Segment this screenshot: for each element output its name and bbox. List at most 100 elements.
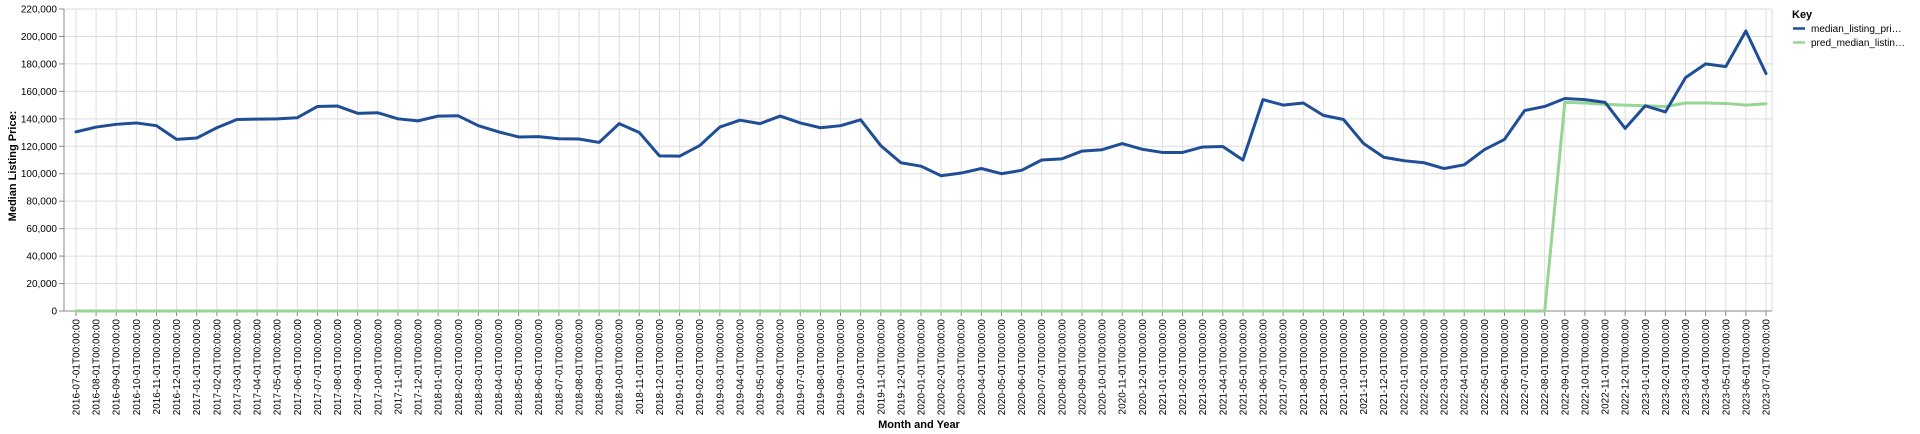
x-tick-label: 2019-11-01T00:00:00 bbox=[876, 319, 887, 415]
x-tick-label: 2018-05-01T00:00:00 bbox=[514, 319, 525, 416]
x-tick-label: 2017-05-01T00:00:00 bbox=[273, 319, 284, 416]
x-tick-label: 2019-06-01T00:00:00 bbox=[776, 319, 787, 416]
x-tick-label: 2021-01-01T00:00:00 bbox=[1158, 319, 1169, 416]
x-tick-label: 2021-08-01T00:00:00 bbox=[1299, 319, 1310, 416]
x-tick-label: 2021-04-01T00:00:00 bbox=[1218, 319, 1229, 416]
x-tick-label: 2017-08-01T00:00:00 bbox=[333, 319, 344, 416]
x-tick-label: 2021-05-01T00:00:00 bbox=[1238, 319, 1249, 416]
y-tick-label: 80,000 bbox=[26, 197, 57, 208]
x-tick-label: 2017-06-01T00:00:00 bbox=[293, 319, 304, 416]
x-tick-label: 2020-11-01T00:00:00 bbox=[1118, 319, 1129, 415]
x-tick-label: 2016-08-01T00:00:00 bbox=[92, 319, 103, 416]
x-tick-label: 2016-11-01T00:00:00 bbox=[152, 319, 163, 415]
y-tick-label: 60,000 bbox=[26, 224, 57, 235]
legend-label: pred_median_listin… bbox=[1811, 38, 1905, 49]
x-tick-label: 2022-11-01T00:00:00 bbox=[1601, 319, 1612, 415]
x-tick-label: 2017-12-01T00:00:00 bbox=[414, 319, 425, 416]
x-tick-label: 2020-06-01T00:00:00 bbox=[1017, 319, 1028, 416]
y-tick-label: 20,000 bbox=[26, 279, 57, 290]
series-line-predicted-median-listing-price bbox=[74, 100, 1768, 313]
x-tick-label: 2022-06-01T00:00:00 bbox=[1500, 319, 1511, 416]
x-tick-label: 2018-07-01T00:00:00 bbox=[554, 319, 565, 416]
x-tick-label: 2017-04-01T00:00:00 bbox=[253, 319, 264, 416]
x-tick-label: 2020-07-01T00:00:00 bbox=[1037, 319, 1048, 416]
x-tick-label: 2017-07-01T00:00:00 bbox=[313, 319, 324, 416]
legend-entries: median_listing_pri… pred_median_listin… bbox=[1793, 24, 1905, 49]
x-tick-label: 2019-03-01T00:00:00 bbox=[715, 319, 726, 416]
x-tick-label: 2018-12-01T00:00:00 bbox=[655, 319, 666, 416]
x-tick-label: 2016-09-01T00:00:00 bbox=[112, 319, 123, 416]
x-tick-label: 2022-10-01T00:00:00 bbox=[1580, 319, 1591, 416]
x-tick-label: 2018-01-01T00:00:00 bbox=[434, 319, 445, 416]
y-tick-label: 140,000 bbox=[21, 114, 58, 125]
x-tick-label: 2022-01-01T00:00:00 bbox=[1399, 319, 1410, 416]
x-tick-label: 2017-10-01T00:00:00 bbox=[373, 319, 384, 416]
x-tick-label: 2020-03-01T00:00:00 bbox=[957, 319, 968, 416]
x-tick-label: 2019-12-01T00:00:00 bbox=[896, 319, 907, 416]
y-tick-label: 220,000 bbox=[21, 5, 58, 16]
x-tick-label: 2020-09-01T00:00:00 bbox=[1077, 319, 1088, 416]
x-tick-label: 2018-09-01T00:00:00 bbox=[595, 319, 606, 416]
x-tick-label: 2019-04-01T00:00:00 bbox=[735, 319, 746, 416]
x-tick-label: 2017-01-01T00:00:00 bbox=[192, 319, 203, 416]
x-tick-label: 2021-03-01T00:00:00 bbox=[1198, 319, 1209, 416]
x-tick-label: 2023-07-01T00:00:00 bbox=[1762, 319, 1773, 416]
axes: 0 20,000 40,000 60,000 80,000 100,000 120,000 1… bbox=[21, 5, 1773, 416]
x-tick-label: 2023-04-01T00:00:00 bbox=[1701, 319, 1712, 416]
x-tick-label: 2022-02-01T00:00:00 bbox=[1419, 319, 1430, 416]
x-tick-label: 2018-02-01T00:00:00 bbox=[454, 319, 465, 416]
x-tick-label: 2022-05-01T00:00:00 bbox=[1480, 319, 1491, 416]
y-tick-label: 100,000 bbox=[21, 169, 58, 180]
x-tick-label: 2023-06-01T00:00:00 bbox=[1741, 319, 1752, 416]
x-tick-label: 2017-03-01T00:00:00 bbox=[232, 319, 243, 416]
y-tick-label: 120,000 bbox=[21, 142, 58, 153]
y-axis-title: Median Listing Price: bbox=[7, 111, 19, 222]
x-tick-label: 2021-12-01T00:00:00 bbox=[1379, 319, 1390, 416]
x-tick-label: 2018-11-01T00:00:00 bbox=[635, 319, 646, 415]
x-tick-label: 2018-08-01T00:00:00 bbox=[574, 319, 585, 416]
x-tick-label: 2020-05-01T00:00:00 bbox=[997, 319, 1008, 416]
x-tick-label: 2019-08-01T00:00:00 bbox=[816, 319, 827, 416]
x-tick-label: 2018-06-01T00:00:00 bbox=[534, 319, 545, 416]
x-tick-label: 2020-12-01T00:00:00 bbox=[1138, 319, 1149, 416]
x-tick-label: 2019-05-01T00:00:00 bbox=[756, 319, 767, 416]
x-tick-label: 2019-09-01T00:00:00 bbox=[836, 319, 847, 416]
y-tick-label: 180,000 bbox=[21, 59, 58, 70]
x-tick-label: 2023-01-01T00:00:00 bbox=[1641, 319, 1652, 416]
x-tick-label: 2022-09-01T00:00:00 bbox=[1560, 319, 1571, 416]
x-tick-label: 2023-02-01T00:00:00 bbox=[1661, 319, 1672, 416]
x-tick-label: 2022-12-01T00:00:00 bbox=[1621, 319, 1632, 416]
x-tick-label: 2021-09-01T00:00:00 bbox=[1319, 319, 1330, 416]
x-tick-label: 2020-01-01T00:00:00 bbox=[917, 319, 928, 416]
x-tick-label: 2019-10-01T00:00:00 bbox=[856, 319, 867, 416]
y-tick-label: 200,000 bbox=[21, 32, 58, 43]
x-tick-label: 2023-05-01T00:00:00 bbox=[1721, 319, 1732, 416]
x-tick-label: 2019-01-01T00:00:00 bbox=[675, 319, 686, 416]
x-tick-label: 2019-07-01T00:00:00 bbox=[796, 319, 807, 416]
x-tick-label: 2016-07-01T00:00:00 bbox=[72, 319, 83, 416]
x-axis-title: Month and Year bbox=[878, 419, 960, 431]
x-tick-label: 2021-11-01T00:00:00 bbox=[1359, 319, 1370, 415]
y-tick-label: 40,000 bbox=[26, 252, 57, 263]
x-tick-label: 2020-04-01T00:00:00 bbox=[977, 319, 988, 416]
x-tick-label: 2020-02-01T00:00:00 bbox=[937, 319, 948, 416]
x-tick-label: 2022-07-01T00:00:00 bbox=[1520, 319, 1531, 416]
x-tick-label: 2020-10-01T00:00:00 bbox=[1098, 319, 1109, 416]
series-line-median-listing-price bbox=[74, 29, 1768, 178]
y-tick-label: 160,000 bbox=[21, 87, 58, 98]
legend-title: Key bbox=[1792, 9, 1813, 21]
x-tick-label: 2022-03-01T00:00:00 bbox=[1440, 319, 1451, 416]
x-tick-label: 2021-10-01T00:00:00 bbox=[1339, 319, 1350, 416]
x-tick-label: 2019-02-01T00:00:00 bbox=[695, 319, 706, 416]
x-tick-label: 2021-06-01T00:00:00 bbox=[1259, 319, 1270, 416]
x-tick-label: 2022-08-01T00:00:00 bbox=[1540, 319, 1551, 416]
series-lines bbox=[74, 29, 1768, 313]
x-tick-label: 2017-11-01T00:00:00 bbox=[393, 319, 404, 415]
gridlines bbox=[64, 8, 1773, 312]
legend: Key median_listing_pri… pred_median_listi… bbox=[1792, 9, 1905, 49]
x-tick-label: 2021-02-01T00:00:00 bbox=[1178, 319, 1189, 416]
x-tick-label: 2022-04-01T00:00:00 bbox=[1460, 319, 1471, 416]
x-tick-label: 2020-08-01T00:00:00 bbox=[1057, 319, 1068, 416]
x-tick-label: 2018-04-01T00:00:00 bbox=[494, 319, 505, 416]
